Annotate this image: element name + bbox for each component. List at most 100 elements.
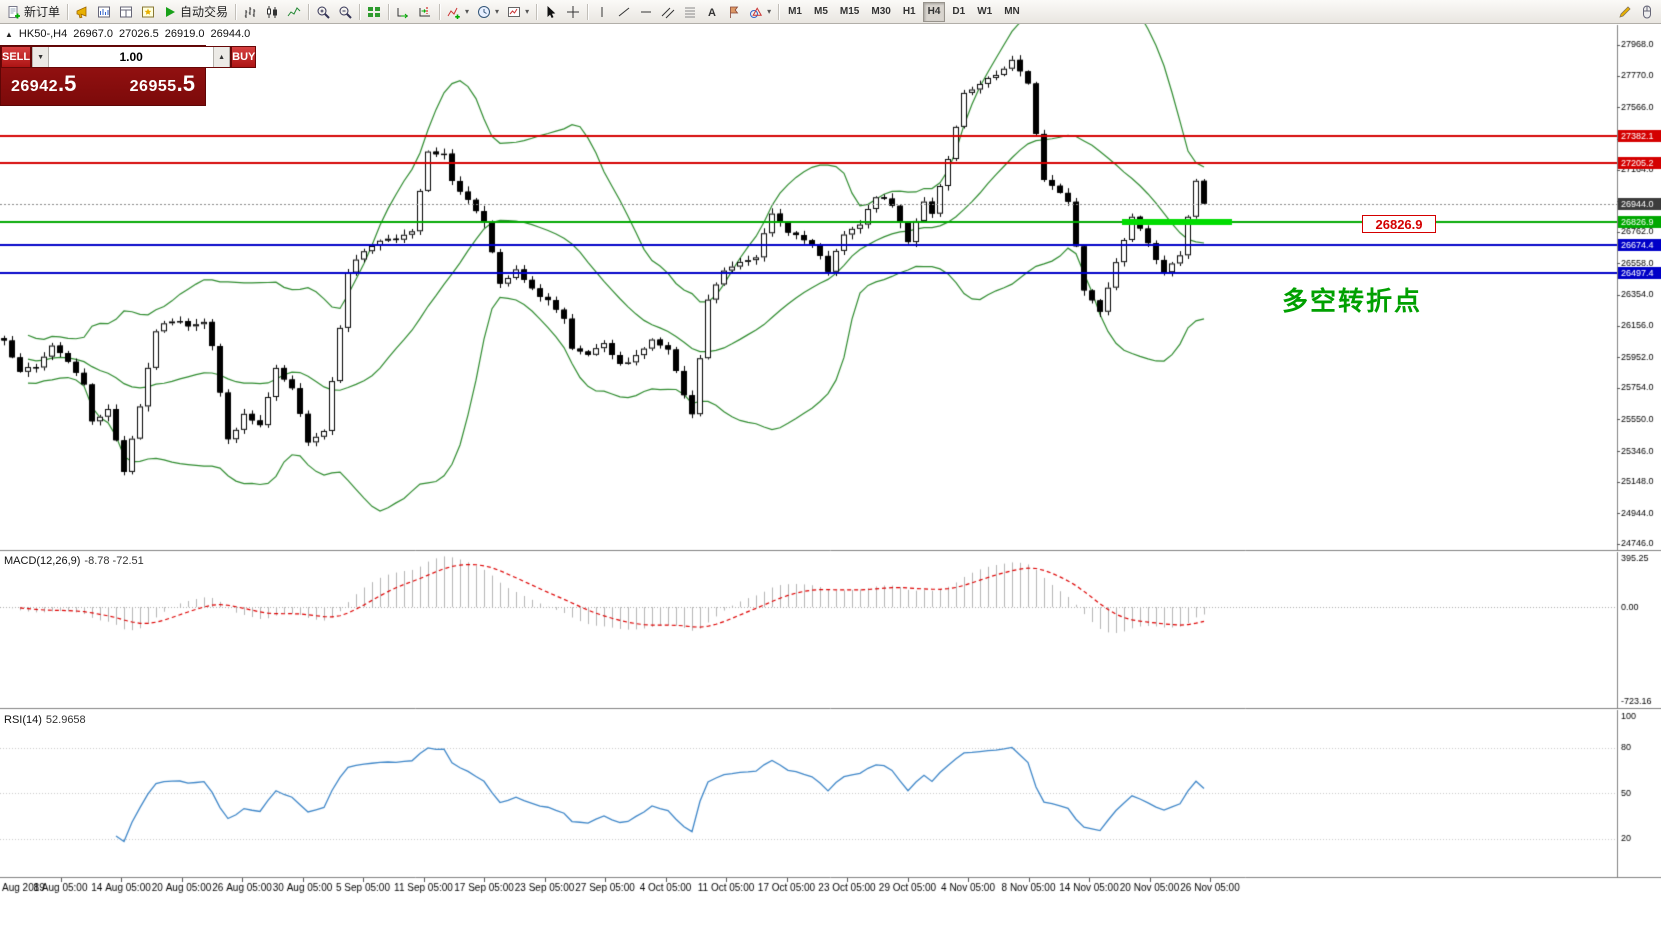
sell-price-pips: .5 xyxy=(58,71,77,96)
sell-price-main: 26942 xyxy=(11,78,58,95)
toolbar-right-groups xyxy=(1614,0,1658,23)
timeframe-bar: M1 M5 M15 M30 H1 H4 D1 W1 MN xyxy=(782,0,1026,23)
rsi-value: 52.9658 xyxy=(45,714,86,726)
toolbar-separator xyxy=(587,3,589,20)
toolbar: 新订单 自动交易 ▾ ▾ ▾ A ▾ M1 M5 M15 M30 H1 H4 D1 W1 MN xyxy=(0,0,1661,24)
timeframe-h1-button[interactable]: H1 xyxy=(902,6,916,17)
label-button[interactable] xyxy=(723,1,745,23)
toolbar-separator xyxy=(388,3,390,20)
toolbar-separator xyxy=(778,3,780,20)
candlestick-icon xyxy=(265,5,279,19)
chart-shift-icon xyxy=(418,5,432,19)
macd-values: -8.78 -72.51 xyxy=(84,555,144,567)
trendline-icon xyxy=(617,5,631,19)
volume-control: ▼ ▲ xyxy=(31,46,232,68)
tile-windows-button[interactable] xyxy=(363,1,385,23)
price-level-tag: 26826.9 xyxy=(1362,215,1436,233)
fibonacci-button[interactable] xyxy=(679,1,701,23)
dropdown-arrow-icon: ▾ xyxy=(465,7,470,16)
timeframe-mn-button[interactable]: MN xyxy=(1004,6,1020,17)
channel-button[interactable] xyxy=(657,1,679,23)
news-button[interactable] xyxy=(71,1,93,23)
data-window-button[interactable] xyxy=(115,1,137,23)
chart-open-value: 26967.0 xyxy=(73,28,113,40)
new-order-button[interactable]: 新订单 xyxy=(3,1,64,23)
sell-button[interactable]: SELL xyxy=(1,46,32,68)
chart-symbol-timeframe: HK50-,H4 xyxy=(18,28,68,40)
chart-close-value: 26944.0 xyxy=(210,28,251,40)
crosshair-button[interactable] xyxy=(562,1,584,23)
timeframe-h4-button[interactable]: H4 xyxy=(922,1,946,22)
templates-button[interactable]: ▾ xyxy=(503,1,533,23)
autotrading-button-label: 自动交易 xyxy=(180,5,229,19)
label-icon xyxy=(727,5,741,19)
one-click-trade-panel: SELL ▼ ▲ BUY 26942.5 26955.5 xyxy=(0,45,257,106)
toolbar-separator xyxy=(536,3,538,20)
pencil-button[interactable] xyxy=(1614,1,1636,23)
buy-price: 26955.5 xyxy=(130,71,195,100)
mouse-button[interactable] xyxy=(1636,1,1658,23)
text-icon: A xyxy=(705,5,719,19)
buy-button[interactable]: BUY xyxy=(231,46,257,68)
rsi-indicator-label: RSI(14) 52.9658 xyxy=(4,714,86,726)
macd-name: MACD(12,26,9) xyxy=(4,555,81,567)
dropdown-arrow-icon: ▾ xyxy=(767,7,772,16)
vline-icon xyxy=(595,5,609,19)
buy-price-main: 26955 xyxy=(129,78,177,95)
auto-scroll-button[interactable] xyxy=(392,1,414,23)
trendline-button[interactable] xyxy=(613,1,635,23)
line-chart-button[interactable] xyxy=(283,1,305,23)
timeframe-m30-button[interactable]: M30 xyxy=(871,6,891,17)
mouse-icon xyxy=(1640,5,1654,19)
bar-chart-button[interactable] xyxy=(239,1,261,23)
bar-chart-icon xyxy=(243,5,257,19)
periods-button[interactable]: ▾ xyxy=(473,1,503,23)
one-click-collapse-icon[interactable]: ▲ xyxy=(5,29,13,39)
timeframe-w1-button[interactable]: W1 xyxy=(977,6,993,17)
timeframe-m1-button[interactable]: M1 xyxy=(788,6,802,17)
pencil-icon xyxy=(1618,5,1632,19)
hline-icon xyxy=(639,5,653,19)
clock-icon xyxy=(477,5,491,19)
zoom-in-icon xyxy=(316,5,330,19)
dropdown-arrow-icon: ▾ xyxy=(495,7,500,16)
sell-price: 26942.5 xyxy=(11,71,76,100)
indicators-button[interactable]: ▾ xyxy=(443,1,473,23)
toolbar-separator xyxy=(439,3,441,20)
volume-decrease-button[interactable]: ▼ xyxy=(32,47,50,67)
volume-input[interactable] xyxy=(49,47,214,67)
annotation-text: 多空转折点 xyxy=(1282,286,1423,316)
chart-high-value: 27026.5 xyxy=(118,28,159,40)
horizontal-line-button[interactable] xyxy=(635,1,657,23)
chart-title: ▲ HK50-,H4 26967.0 27026.5 26919.0 26944… xyxy=(5,28,250,40)
template-icon xyxy=(507,5,521,19)
autotrading-button[interactable]: 自动交易 xyxy=(159,1,232,23)
chart-shift-button[interactable] xyxy=(414,1,436,23)
timeframe-d1-button[interactable]: D1 xyxy=(952,6,966,17)
vertical-line-button[interactable] xyxy=(591,1,613,23)
text-button[interactable]: A xyxy=(701,1,723,23)
svg-text:A: A xyxy=(708,7,716,19)
line-chart-icon xyxy=(287,5,301,19)
shapes-button[interactable]: ▾ xyxy=(745,1,775,23)
toolbar-separator xyxy=(308,3,310,20)
cursor-button[interactable] xyxy=(540,1,562,23)
candlestick-button[interactable] xyxy=(261,1,283,23)
auto-scroll-icon xyxy=(396,5,410,19)
cursor-icon xyxy=(544,5,558,19)
macd-indicator-label: MACD(12,26,9) -8.78 -72.51 xyxy=(4,555,144,567)
market-watch-button[interactable] xyxy=(93,1,115,23)
dropdown-arrow-icon: ▾ xyxy=(525,7,530,16)
rsi-name: RSI(14) xyxy=(4,714,42,726)
zoom-in-button[interactable] xyxy=(312,1,334,23)
timeframe-m5-button[interactable]: M5 xyxy=(814,6,828,17)
timeframe-m15-button[interactable]: M15 xyxy=(839,6,860,17)
navigator-button[interactable] xyxy=(137,1,159,23)
crosshair-icon xyxy=(566,5,580,19)
toolbar-left-groups: 新订单 自动交易 ▾ ▾ ▾ A ▾ xyxy=(3,0,775,23)
zoom-out-button[interactable] xyxy=(334,1,356,23)
new-order-button-label: 新订单 xyxy=(24,5,61,19)
buy-price-pips: .5 xyxy=(176,71,195,96)
volume-increase-button[interactable]: ▲ xyxy=(213,47,231,67)
